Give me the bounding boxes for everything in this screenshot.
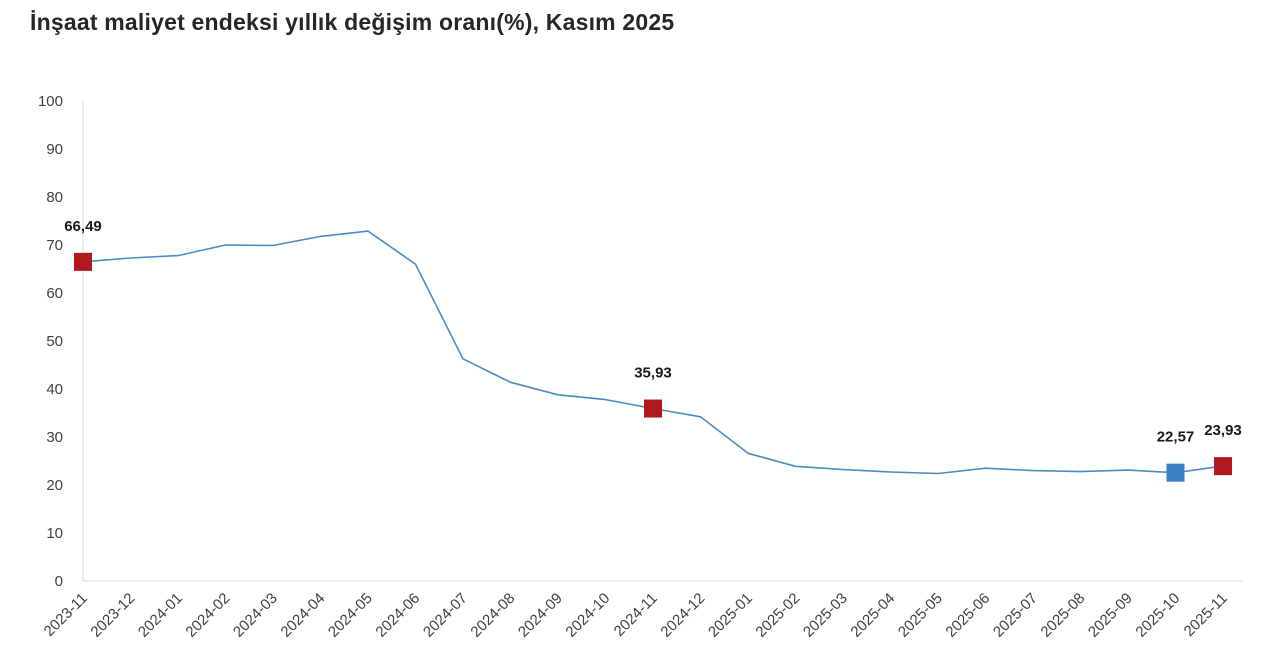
x-tick-label: 2025-06 [942, 590, 993, 641]
data-point [889, 470, 893, 474]
x-tick-label: 2025-03 [800, 590, 851, 641]
x-tick-label: 2024-02 [182, 590, 233, 641]
data-point [224, 243, 228, 247]
y-tick-label: 90 [46, 141, 63, 158]
data-point [461, 357, 465, 361]
highlight-marker [1166, 463, 1185, 482]
y-tick-label: 50 [46, 333, 63, 350]
y-tick-label: 10 [46, 525, 63, 542]
x-tick-label: 2024-07 [420, 590, 471, 641]
data-point [936, 471, 940, 475]
data-point [1126, 468, 1130, 472]
y-tick-label: 40 [46, 381, 63, 398]
data-label: 35,93 [634, 365, 672, 382]
data-point [1079, 470, 1083, 474]
data-point [699, 415, 703, 419]
data-point [509, 380, 513, 384]
x-tick-label: 2024-05 [325, 590, 376, 641]
data-point [414, 262, 418, 266]
x-tick-label: 2025-02 [752, 590, 803, 641]
chart-title: İnşaat maliyet endeksi yıllık değişim or… [30, 9, 675, 35]
y-axis: 0 10 20 30 40 50 60 70 80 90 100 [38, 93, 84, 590]
x-tick-label: 2025-07 [990, 590, 1041, 641]
x-tick-label: 2023-11 [41, 590, 91, 640]
data-label: 23,93 [1204, 422, 1242, 439]
x-tick-label: 2025-10 [1132, 590, 1183, 641]
x-tick-label: 2024-08 [467, 590, 518, 641]
x-tick-label: 2025-11 [1181, 590, 1231, 640]
data-point [841, 468, 845, 472]
x-tick-label: 2024-04 [277, 590, 328, 641]
y-tick-label: 70 [46, 237, 63, 254]
data-point [746, 451, 750, 455]
data-label: 22,57 [1157, 429, 1195, 446]
x-tick-label: 2023-12 [87, 590, 138, 641]
y-tick-label: 60 [46, 285, 63, 302]
x-tick-label: 2024-10 [562, 590, 613, 641]
x-tick-label: 2024-06 [372, 590, 423, 641]
data-point [176, 254, 180, 258]
x-tick-label: 2025-09 [1085, 590, 1136, 641]
highlight-markers: 66,49 35,93 22,57 23,93 [64, 218, 1242, 482]
y-tick-label: 80 [46, 189, 63, 206]
series-line [82, 230, 1224, 475]
data-label: 66,49 [64, 218, 102, 235]
y-tick-label: 30 [46, 429, 63, 446]
y-tick-label: 20 [46, 477, 63, 494]
x-tick-label: 2025-05 [895, 590, 946, 641]
data-point [794, 464, 798, 468]
data-point [129, 256, 133, 260]
x-tick-label: 2025-08 [1037, 590, 1088, 641]
x-tick-label: 2024-09 [515, 590, 566, 641]
data-point [366, 229, 370, 233]
data-point [556, 393, 560, 397]
highlight-marker [1214, 457, 1232, 476]
data-point [604, 398, 608, 402]
highlight-marker [644, 399, 662, 418]
x-tick-label: 2025-01 [705, 590, 756, 641]
x-axis: 2023-112023-122024-012024-022024-032024-… [41, 580, 1243, 641]
data-point [319, 234, 323, 238]
x-tick-label: 2024-01 [135, 590, 186, 641]
series-line-group [82, 229, 1224, 475]
data-point [1031, 469, 1035, 473]
y-tick-label: 100 [38, 93, 63, 110]
x-tick-label: 2024-03 [230, 590, 281, 641]
y-tick-label: 0 [55, 573, 63, 590]
x-tick-label: 2025-04 [847, 590, 898, 641]
x-tick-label: 2024-11 [611, 590, 661, 640]
highlight-marker [74, 252, 92, 271]
x-tick-label: 2024-12 [657, 590, 708, 641]
data-point [984, 466, 988, 470]
data-point [271, 243, 275, 247]
